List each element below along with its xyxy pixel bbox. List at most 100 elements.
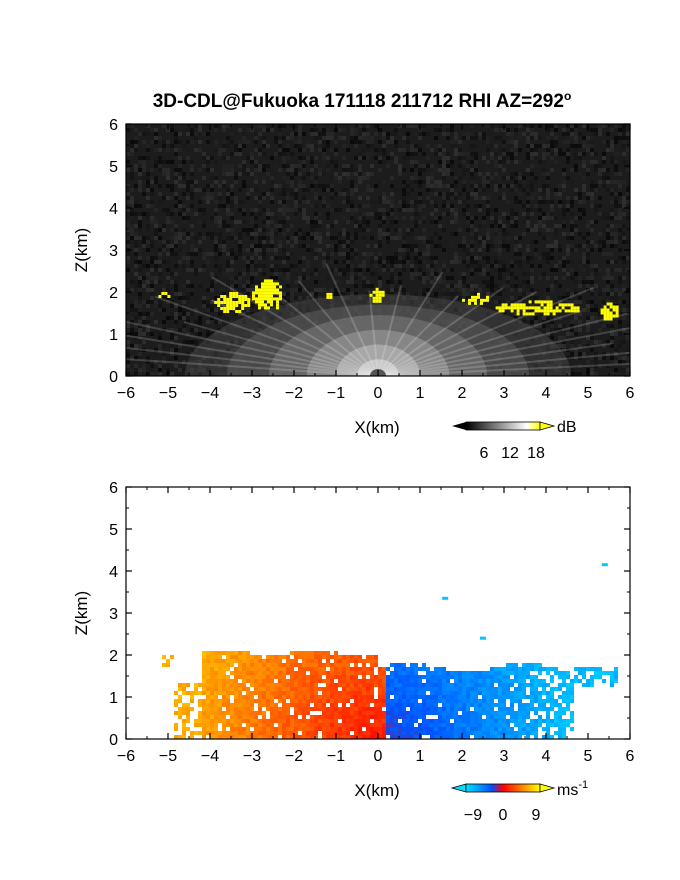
noise-pixel [162, 360, 166, 364]
noise-pixel [590, 140, 594, 144]
noise-pixel [174, 292, 178, 296]
noise-pixel [290, 164, 294, 168]
noise-pixel [466, 164, 470, 168]
noise-pixel [218, 288, 222, 292]
noise-pixel [582, 188, 586, 192]
noise-pixel [430, 176, 434, 180]
noise-pixel [142, 244, 146, 248]
noise-pixel [542, 216, 546, 220]
noise-pixel [310, 160, 314, 164]
noise-pixel [290, 264, 294, 268]
noise-pixel [322, 184, 326, 188]
noise-pixel [374, 216, 378, 220]
noise-pixel [218, 224, 222, 228]
noise-pixel [298, 280, 302, 284]
noise-pixel [314, 260, 318, 264]
noise-pixel [182, 368, 186, 372]
noise-pixel [558, 328, 562, 332]
noise-pixel [366, 132, 370, 136]
noise-pixel [426, 208, 430, 212]
noise-pixel [258, 256, 262, 260]
noise-pixel [362, 136, 366, 140]
noise-pixel [190, 220, 194, 224]
noise-pixel [394, 288, 398, 292]
noise-pixel [394, 204, 398, 208]
noise-pixel [294, 296, 298, 300]
noise-pixel [270, 212, 274, 216]
x-tick-label: 4 [542, 385, 551, 402]
noise-pixel [554, 216, 558, 220]
noise-pixel [362, 276, 366, 280]
cloud-echo-pixel [220, 307, 224, 310]
noise-pixel [178, 156, 182, 160]
noise-pixel [322, 172, 326, 176]
noise-pixel [558, 260, 562, 264]
echo-streak [154, 295, 379, 376]
noise-pixel [510, 212, 514, 216]
noise-pixel [190, 172, 194, 176]
noise-pixel [286, 284, 290, 288]
cloud-echo-pixel [264, 285, 267, 289]
cloud-echo-pixel [255, 291, 258, 295]
noise-pixel [130, 236, 134, 240]
noise-pixel [618, 344, 622, 348]
noise-pixel [302, 160, 306, 164]
noise-pixel [346, 164, 350, 168]
noise-pixel [378, 252, 382, 256]
velocity-pixel [362, 663, 366, 667]
noise-pixel [590, 276, 594, 280]
noise-pixel [162, 160, 166, 164]
noise-pixel [430, 264, 434, 268]
noise-pixel [390, 208, 394, 212]
noise-pixel [370, 252, 374, 256]
noise-pixel [298, 172, 302, 176]
noise-pixel [246, 280, 250, 284]
noise-pixel [530, 144, 534, 148]
noise-pixel [542, 184, 546, 188]
velocity-pixel [230, 663, 234, 667]
noise-pixel [354, 248, 358, 252]
noise-pixel [614, 260, 618, 264]
noise-pixel [486, 200, 490, 204]
noise-pixel [590, 188, 594, 192]
noise-pixel [382, 160, 386, 164]
noise-pixel [590, 280, 594, 284]
velocity-pixel [310, 651, 314, 655]
noise-pixel [146, 212, 150, 216]
noise-pixel [294, 272, 298, 276]
noise-pixel [370, 136, 374, 140]
noise-pixel [134, 132, 138, 136]
noise-pixel [210, 324, 214, 328]
echo-streak [183, 321, 379, 376]
noise-pixel [474, 160, 478, 164]
noise-pixel [262, 136, 266, 140]
noise-pixel [582, 252, 586, 256]
noise-pixel [330, 148, 334, 152]
noise-pixel [542, 200, 546, 204]
noise-pixel [162, 224, 166, 228]
noise-pixel [450, 244, 454, 248]
noise-pixel [410, 144, 414, 148]
noise-pixel [286, 228, 290, 232]
noise-pixel [474, 144, 478, 148]
noise-pixel [498, 288, 502, 292]
noise-pixel [602, 156, 606, 160]
noise-pixel [310, 252, 314, 256]
noise-pixel [606, 204, 610, 208]
noise-pixel [526, 224, 530, 228]
noise-pixel [418, 208, 422, 212]
noise-pixel [198, 144, 202, 148]
noise-pixel [466, 296, 470, 300]
noise-pixel [298, 208, 302, 212]
noise-pixel [302, 200, 306, 204]
noise-pixel [442, 136, 446, 140]
noise-pixel [286, 272, 290, 276]
noise-pixel [482, 156, 486, 160]
noise-pixel [130, 280, 134, 284]
noise-pixel [550, 208, 554, 212]
noise-pixel [158, 268, 162, 272]
noise-pixel [470, 224, 474, 228]
echo-streak [377, 285, 402, 376]
noise-pixel [534, 180, 538, 184]
noise-pixel [174, 304, 178, 308]
